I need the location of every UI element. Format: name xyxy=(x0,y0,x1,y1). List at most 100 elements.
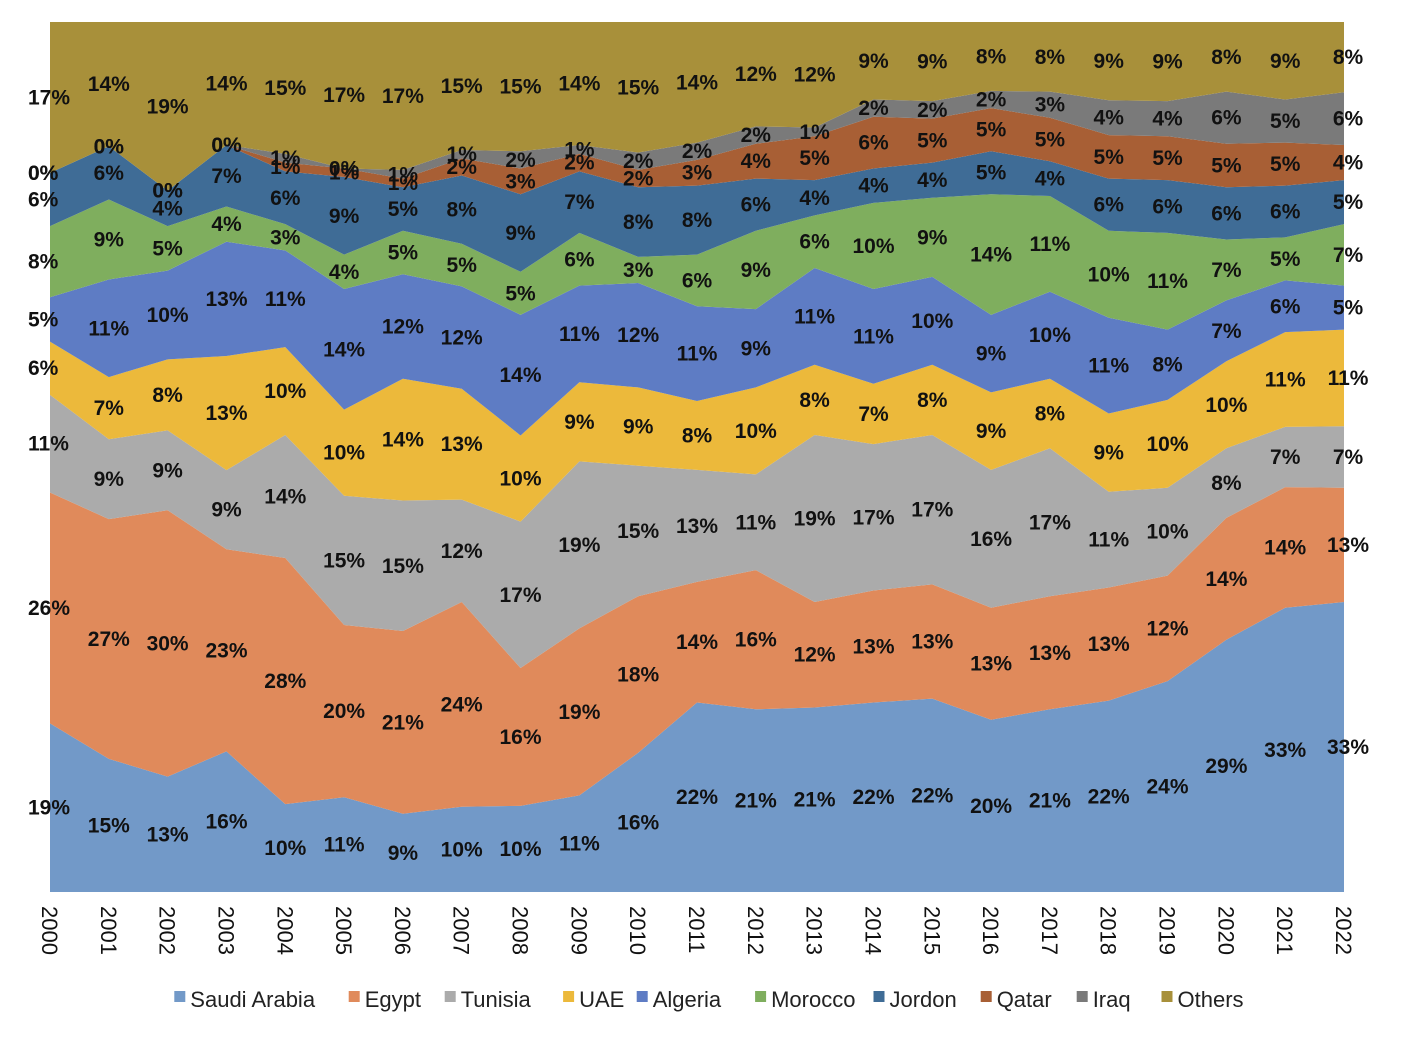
data-label-morocco-2008: 5% xyxy=(505,282,536,305)
legend-swatch-iraq xyxy=(1076,991,1088,1002)
legend-swatch-morocco xyxy=(755,991,767,1002)
data-label-jordon-2000: 6% xyxy=(28,189,59,212)
data-label-iraq-2015: 2% xyxy=(917,99,948,122)
data-label-morocco-2020: 7% xyxy=(1211,259,1242,282)
data-label-qatar-2016: 5% xyxy=(976,119,1007,142)
data-label-algeria-2013: 11% xyxy=(794,305,835,328)
data-label-egypt-2022: 13% xyxy=(1327,534,1369,557)
legend-label-qatar: Qatar xyxy=(997,987,1052,1012)
legend-swatch-tunisia xyxy=(444,991,456,1002)
legend: Saudi Arabia Egypt Tunisia UAE Algeria Morocc… xyxy=(174,987,1244,1012)
data-label-qatar-2019: 5% xyxy=(1152,147,1183,170)
data-label-algeria-2022: 5% xyxy=(1333,297,1364,320)
data-label-iraq-2005: 0% xyxy=(329,157,360,180)
x-tick-2003: 2003 xyxy=(214,906,239,955)
data-label-tunisia-2022: 7% xyxy=(1333,446,1364,469)
data-label-jordon-2014: 4% xyxy=(858,175,889,198)
data-label-iraq-2006: 1% xyxy=(388,163,419,186)
data-label-saudi-arabia-2006: 9% xyxy=(388,842,419,865)
legend-label-others: Others xyxy=(1178,987,1244,1012)
data-label-others-2003: 14% xyxy=(205,73,247,96)
data-label-qatar-2005: 1% xyxy=(329,162,360,185)
x-tick-2020: 2020 xyxy=(1213,906,1238,955)
data-label-iraq-2017: 3% xyxy=(1035,94,1066,117)
data-label-uae-2012: 10% xyxy=(735,420,777,443)
area-egypt xyxy=(50,487,1344,814)
legend-swatch-qatar xyxy=(980,991,992,1002)
legend-swatch-others xyxy=(1161,991,1173,1002)
x-tick-2006: 2006 xyxy=(390,906,415,955)
data-label-qatar-2013: 5% xyxy=(799,147,830,170)
data-label-morocco-2003: 4% xyxy=(211,213,242,236)
legend-item-jordon: Jordon xyxy=(873,987,957,1012)
data-label-others-2010: 15% xyxy=(617,76,659,99)
data-label-morocco-2014: 10% xyxy=(852,235,894,258)
data-label-morocco-2019: 11% xyxy=(1147,270,1188,293)
data-label-algeria-2009: 11% xyxy=(559,323,600,346)
data-label-others-2012: 12% xyxy=(735,63,777,86)
data-label-iraq-2008: 2% xyxy=(505,149,536,172)
data-label-uae-2015: 8% xyxy=(917,389,948,412)
data-label-saudi-arabia-2017: 21% xyxy=(1029,790,1071,813)
data-label-saudi-arabia-2016: 20% xyxy=(970,795,1012,818)
area-others xyxy=(50,22,1344,191)
data-label-saudi-arabia-2022: 33% xyxy=(1327,736,1369,759)
data-label-others-2011: 14% xyxy=(676,71,718,94)
data-label-tunisia-2010: 15% xyxy=(617,520,659,543)
area-uae xyxy=(50,329,1344,522)
legend-item-algeria: Algeria xyxy=(636,987,722,1012)
data-label-iraq-2022: 6% xyxy=(1333,108,1364,131)
legend-item-saudi-arabia: Saudi Arabia xyxy=(174,987,316,1012)
x-tick-2004: 2004 xyxy=(272,906,297,955)
data-label-egypt-2012: 16% xyxy=(735,629,777,652)
data-label-egypt-2020: 14% xyxy=(1205,568,1247,591)
data-label-saudi-arabia-2019: 24% xyxy=(1146,776,1188,799)
data-label-algeria-2016: 9% xyxy=(976,343,1007,366)
data-label-saudi-arabia-2007: 10% xyxy=(441,838,483,861)
x-tick-2008: 2008 xyxy=(508,906,533,955)
data-label-morocco-2012: 9% xyxy=(741,259,772,282)
data-label-jordon-2019: 6% xyxy=(1152,196,1183,219)
data-label-uae-2004: 10% xyxy=(264,380,306,403)
data-label-egypt-2018: 13% xyxy=(1088,633,1130,656)
data-label-tunisia-2014: 17% xyxy=(852,506,894,529)
data-label-uae-2011: 8% xyxy=(682,425,713,448)
data-label-others-2017: 8% xyxy=(1035,46,1066,69)
data-label-qatar-2020: 5% xyxy=(1211,155,1242,178)
data-label-uae-2007: 13% xyxy=(441,433,483,456)
data-label-others-2014: 9% xyxy=(858,50,889,73)
data-label-saudi-arabia-2002: 13% xyxy=(147,823,189,846)
data-label-qatar-2011: 3% xyxy=(682,162,713,185)
data-label-iraq-2018: 4% xyxy=(1094,107,1125,130)
areas-layer xyxy=(50,22,1344,892)
data-label-algeria-2002: 10% xyxy=(147,304,189,327)
x-tick-2016: 2016 xyxy=(978,906,1003,955)
x-tick-2021: 2021 xyxy=(1272,906,1297,955)
data-label-uae-2008: 10% xyxy=(499,468,541,491)
x-tick-2013: 2013 xyxy=(802,906,827,955)
data-label-morocco-2017: 11% xyxy=(1029,233,1070,256)
data-label-uae-2019: 10% xyxy=(1146,433,1188,456)
data-label-tunisia-2003: 9% xyxy=(211,499,242,522)
legend-swatch-egypt xyxy=(348,991,360,1002)
data-label-iraq-2010: 2% xyxy=(623,150,654,173)
data-label-morocco-2018: 10% xyxy=(1088,263,1130,286)
data-label-algeria-2017: 10% xyxy=(1029,324,1071,347)
legend-label-algeria: Algeria xyxy=(653,987,722,1012)
data-label-egypt-2014: 13% xyxy=(852,636,894,659)
legend-item-morocco: Morocco xyxy=(755,987,855,1012)
data-label-algeria-2000: 5% xyxy=(28,308,59,331)
data-label-iraq-2016: 2% xyxy=(976,89,1007,112)
x-tick-2009: 2009 xyxy=(566,906,591,955)
data-label-tunisia-2021: 7% xyxy=(1270,446,1301,469)
data-label-saudi-arabia-2005: 11% xyxy=(324,834,365,857)
data-label-tunisia-2008: 17% xyxy=(499,584,541,607)
data-label-morocco-2021: 5% xyxy=(1270,248,1301,271)
data-label-qatar-2017: 5% xyxy=(1035,129,1066,152)
data-label-iraq-2003: 0% xyxy=(211,134,242,157)
data-label-egypt-2008: 16% xyxy=(499,726,541,749)
data-label-uae-2013: 8% xyxy=(799,389,830,412)
data-label-others-2009: 14% xyxy=(558,73,600,96)
data-label-others-2020: 8% xyxy=(1211,46,1242,69)
